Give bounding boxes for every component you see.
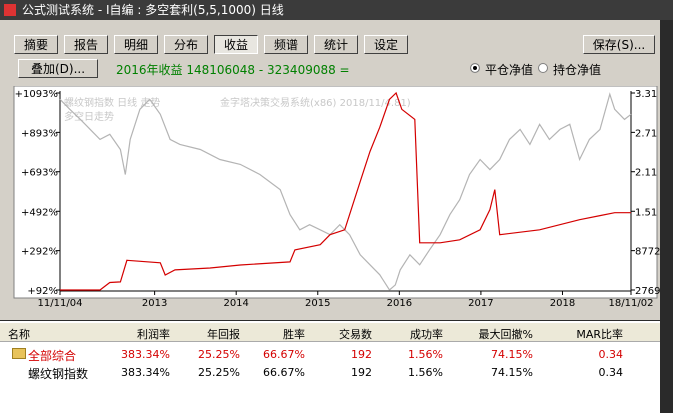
y-tick-label: +893% xyxy=(21,128,58,139)
x-tick-label: 2014 xyxy=(223,298,248,309)
y2-tick-label: 2769 xyxy=(635,286,660,297)
table-row[interactable]: 全部综合 383.34% 25.25% 66.67% 192 1.56% 74.15% 0.3… xyxy=(0,345,660,363)
tab[interactable]: 分布 xyxy=(164,35,208,54)
header-cell: 名称 xyxy=(8,328,30,341)
y2-tick-label: 1.51 xyxy=(635,207,657,218)
cell: 25.25% xyxy=(198,348,240,361)
series-line xyxy=(60,91,631,291)
chart-annotation: 金字塔决策交易系统(x86) 2018/11/4.81) xyxy=(220,96,411,109)
header-cell: 胜率 xyxy=(283,328,305,341)
x-tick-label: 2017 xyxy=(468,298,493,309)
header-cell: 年回报 xyxy=(207,328,240,341)
cell: 66.67% xyxy=(263,348,305,361)
y-tick-label: +1093% xyxy=(15,89,58,100)
cell: 25.25% xyxy=(198,366,240,379)
cell: 74.15% xyxy=(491,348,533,361)
cell: 74.15% xyxy=(491,366,533,379)
table-row[interactable]: 螺纹钢指数 383.34% 25.25% 66.67% 192 1.56% 74.15% 0.… xyxy=(0,363,660,381)
chart-annotation: 多空日走势 xyxy=(64,110,114,123)
tab[interactable]: 收益 xyxy=(214,35,258,54)
chart: +1093% +893% +693% +492% +292% +92% 3.31 2.71 2.… xyxy=(13,86,660,309)
title-bar: 公式测试系统 - I自编 : 多空套利(5,5,1000) 日线 xyxy=(0,0,673,20)
y-tick-label: +492% xyxy=(21,207,58,218)
chart-annotation: 螺纹钢指数 日线 走势 xyxy=(64,96,160,109)
cell: 1.56% xyxy=(408,348,443,361)
header-cell: 成功率 xyxy=(410,328,443,341)
app-icon xyxy=(4,4,16,16)
cell: 1.56% xyxy=(408,366,443,379)
tab[interactable]: 设定 xyxy=(364,35,408,54)
cell: 66.67% xyxy=(263,366,305,379)
folder-icon xyxy=(12,348,26,359)
tab[interactable]: 频谱 xyxy=(264,35,308,54)
radio-label: 平仓净值 xyxy=(485,63,534,77)
x-tick-label: 11/11/04 xyxy=(38,298,83,309)
y2-tick-label: 2.71 xyxy=(635,128,657,139)
y2-tick-label: 2.11 xyxy=(635,168,657,179)
cell: 192 xyxy=(351,366,372,379)
tab[interactable]: 统计 xyxy=(314,35,358,54)
tab[interactable]: 摘要 xyxy=(14,35,58,54)
chart-frame xyxy=(13,86,658,299)
result-table: 名称 利润率 年回报 胜率 交易数 成功率 最大回撤% MAR比率全部综合 383.34% 25.… xyxy=(0,321,660,413)
header-cell: MAR比率 xyxy=(576,328,623,341)
y2-tick-label: 3.31 xyxy=(635,89,657,100)
tab[interactable]: 报告 xyxy=(64,35,108,54)
tab[interactable]: 明细 xyxy=(114,35,158,54)
header-cell: 交易数 xyxy=(339,328,372,341)
radio-dot[interactable] xyxy=(470,63,480,73)
window-title: 公式测试系统 - I自编 : 多空套利(5,5,1000) 日线 xyxy=(22,3,284,17)
x-tick-label: 2013 xyxy=(142,298,167,309)
x-tick-label: 18/11/02 xyxy=(609,298,654,309)
radio-label: 持仓净值 xyxy=(553,63,602,77)
summary: 2016年收益 148106048 - 323409088 = xyxy=(116,63,350,77)
header-cell: 最大回撤% xyxy=(478,328,533,341)
series-line xyxy=(59,92,632,291)
x-tick-label: 2018 xyxy=(550,298,575,309)
radio-dot[interactable] xyxy=(538,63,548,73)
cell: 383.34% xyxy=(121,348,170,361)
cell: 螺纹钢指数 xyxy=(28,367,89,381)
cell: 383.34% xyxy=(121,366,170,379)
table-header: 名称 利润率 年回报 胜率 交易数 成功率 最大回撤% MAR比率 xyxy=(0,323,660,342)
x-tick-label: 2015 xyxy=(305,298,330,309)
cell: 0.34 xyxy=(598,366,624,379)
x-tick-label: 2016 xyxy=(387,298,412,309)
y-tick-label: +292% xyxy=(21,247,58,258)
save-button[interactable]: 保存(S)... xyxy=(583,35,655,54)
cell: 全部综合 xyxy=(28,349,77,363)
header-cell: 利润率 xyxy=(137,328,170,341)
y-tick-label: +92% xyxy=(27,286,58,297)
y-tick-label: +693% xyxy=(21,168,58,179)
y2-tick-label: 8772 xyxy=(635,247,660,258)
cell: 0.34 xyxy=(598,348,624,361)
s-icon xyxy=(12,363,22,377)
overlay-button[interactable]: 叠加(D)... xyxy=(18,59,98,78)
cell: 192 xyxy=(351,348,372,361)
